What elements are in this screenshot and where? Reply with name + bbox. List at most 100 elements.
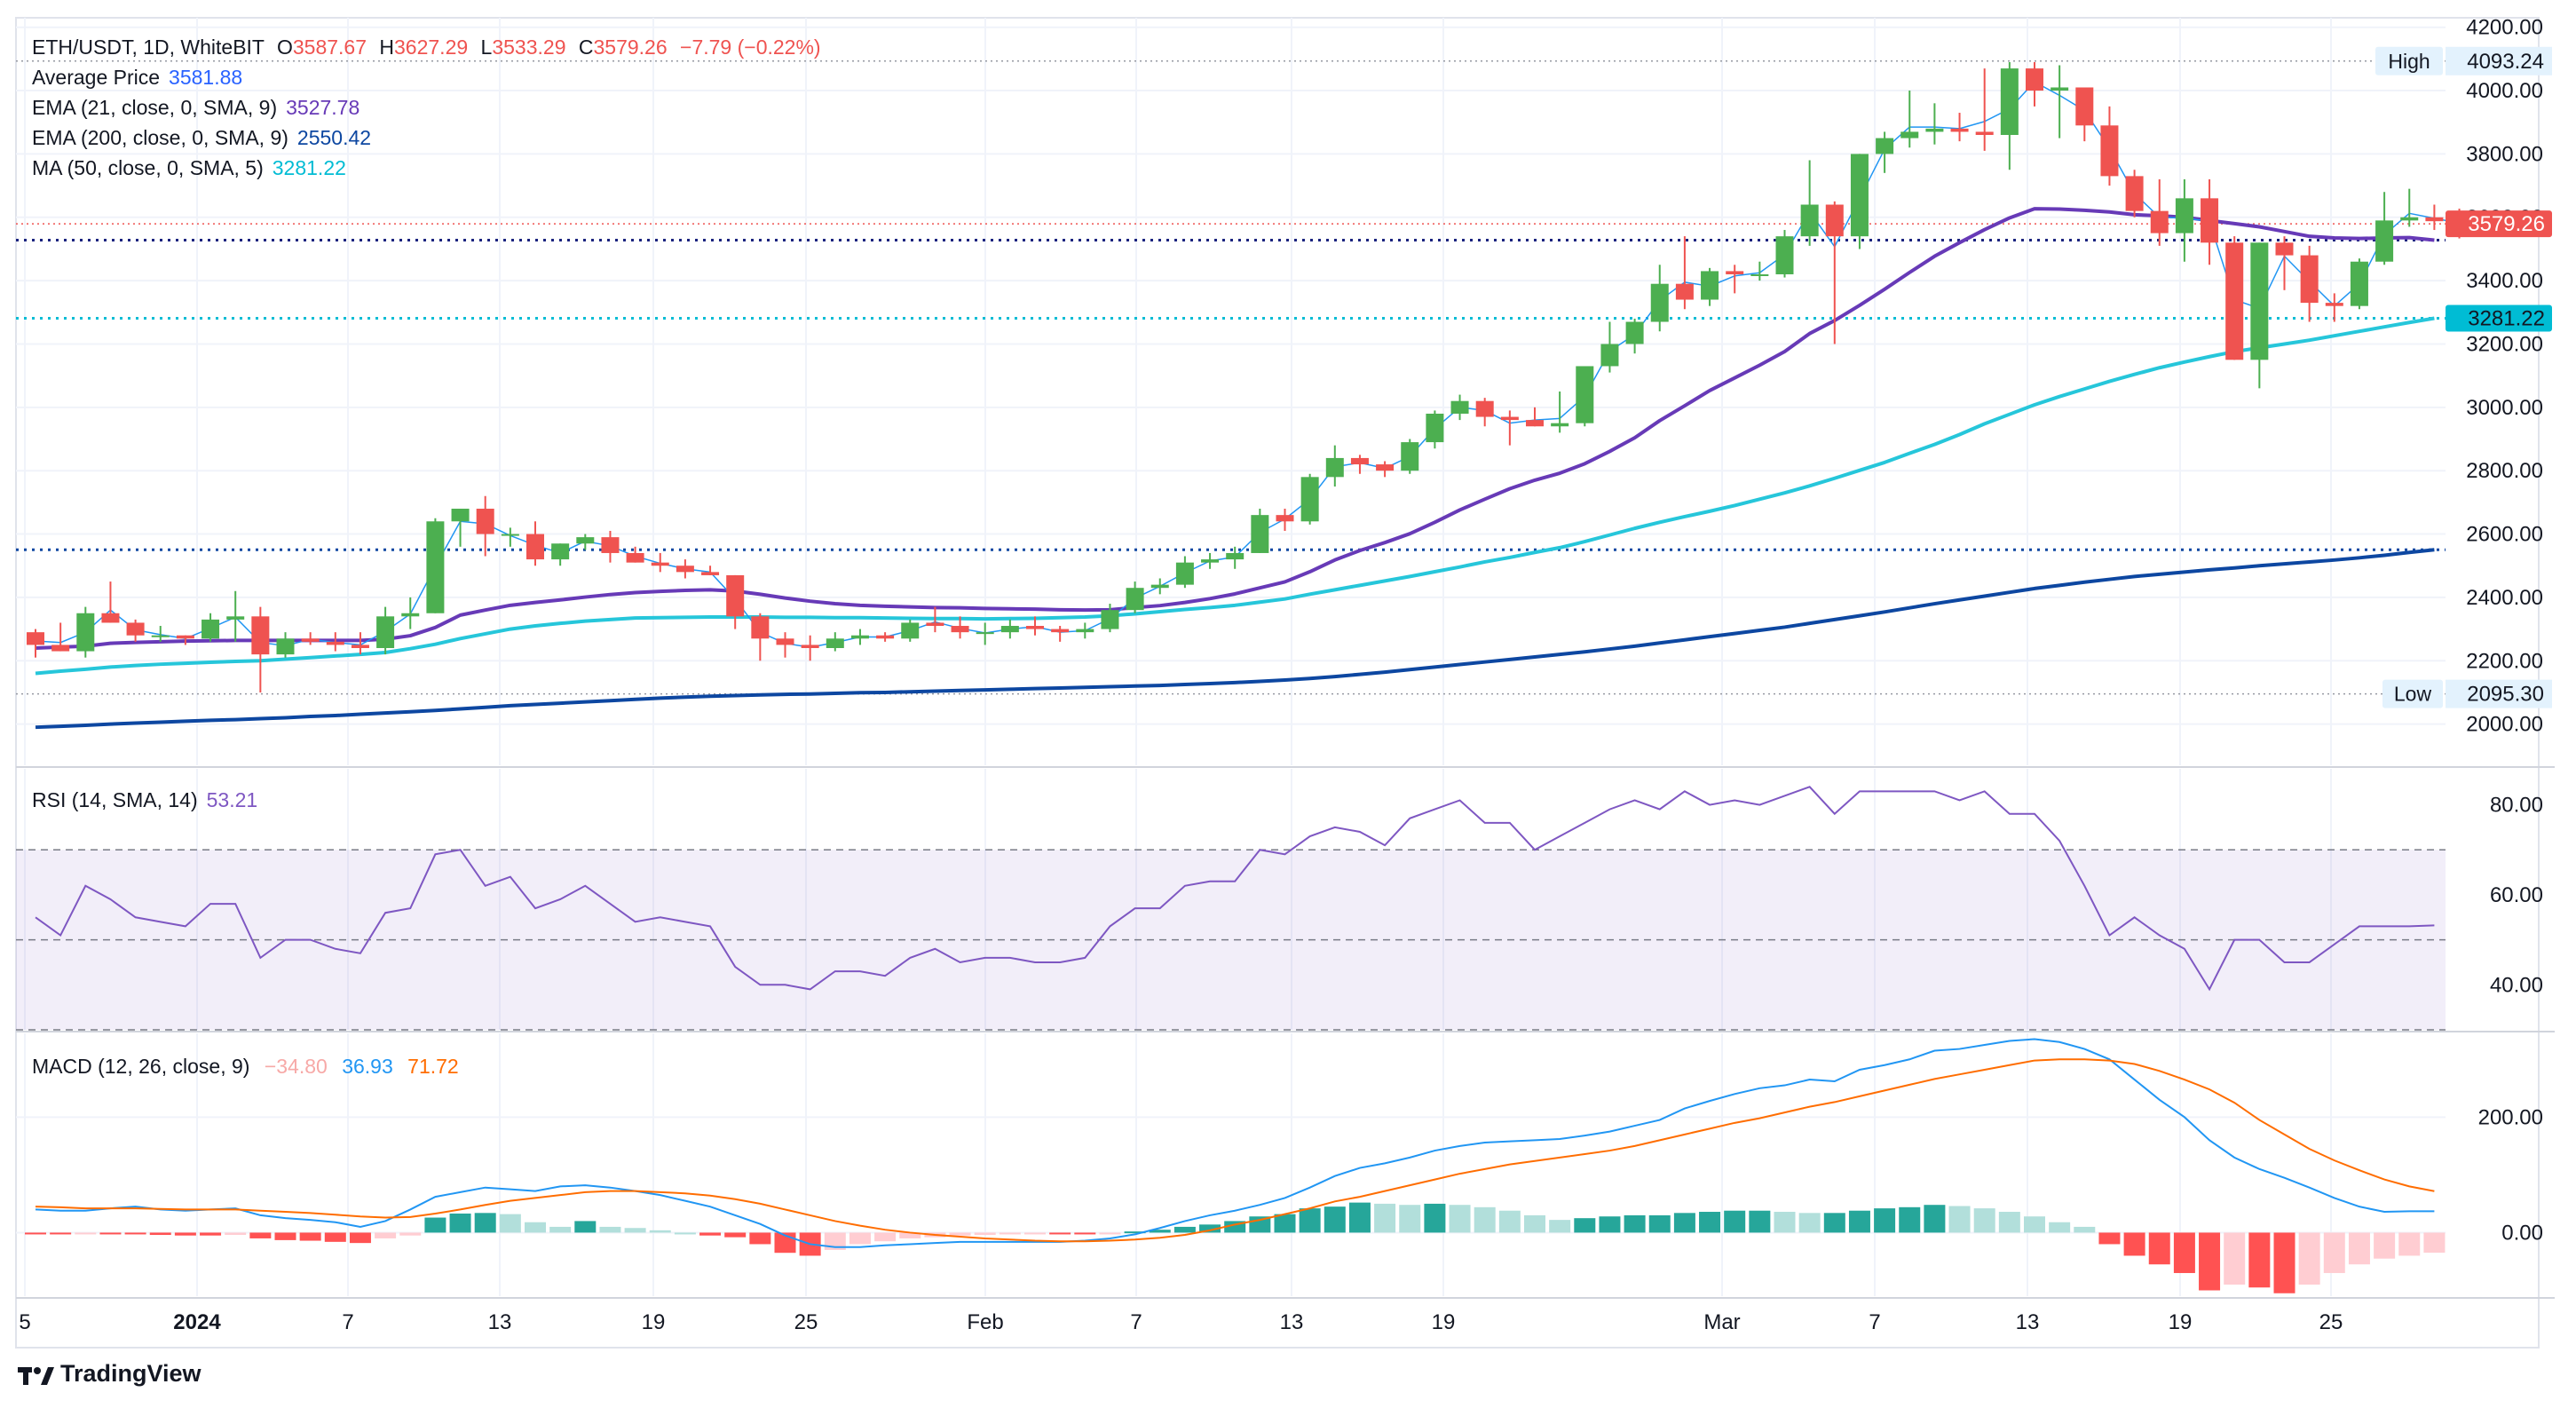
y-tick-label: 4000.00 bbox=[2466, 79, 2543, 103]
macd-histogram-bar bbox=[1848, 1210, 1870, 1233]
candle-body bbox=[176, 635, 194, 639]
macd-histogram-bar bbox=[2098, 1232, 2121, 1245]
rsi-legend[interactable]: RSI (14, SMA, 14) 53.21 bbox=[32, 785, 257, 815]
candle-body bbox=[1675, 283, 1694, 300]
candle-body bbox=[526, 534, 544, 560]
ma50-price-tag-text: 3281.22 bbox=[2468, 307, 2545, 331]
rsi-band bbox=[16, 850, 2446, 1030]
candle-body bbox=[126, 622, 145, 636]
candle-body bbox=[1775, 236, 1794, 274]
macd-histogram-bar bbox=[574, 1221, 597, 1233]
candle-body bbox=[2425, 217, 2444, 222]
macd-histogram-bar bbox=[599, 1226, 621, 1233]
macd-histogram-bar bbox=[1324, 1206, 1346, 1233]
macd-histogram-bar bbox=[2323, 1232, 2345, 1273]
macd-histogram-bar bbox=[1474, 1206, 1496, 1233]
candle-body bbox=[27, 632, 44, 645]
y-tick-label: 2800.00 bbox=[2466, 459, 2543, 483]
rsi-label: RSI (14, SMA, 14) bbox=[32, 788, 198, 811]
main-legend: ETH/USDT, 1D, WhiteBIT O3587.67 H3627.29… bbox=[32, 32, 821, 183]
high-marker-value-bg bbox=[2446, 46, 2552, 75]
high-marker: High 4093.24 bbox=[2375, 46, 2552, 75]
indicator-value: 3281.22 bbox=[272, 156, 346, 179]
macd-histogram-bar bbox=[874, 1232, 897, 1242]
low-marker-label-bg bbox=[2382, 679, 2443, 708]
candle-body bbox=[2225, 242, 2244, 360]
macd-histogram-bar bbox=[2148, 1232, 2170, 1265]
candle-body bbox=[351, 645, 369, 648]
candle-body bbox=[1475, 400, 1494, 417]
candle-body bbox=[226, 616, 245, 620]
candle-body bbox=[2125, 176, 2144, 211]
tradingview-logo[interactable]: TradingView bbox=[18, 1360, 201, 1388]
candle-body bbox=[1226, 552, 1245, 560]
macd-histogram-bar bbox=[749, 1232, 771, 1245]
x-tick-label: 7 bbox=[342, 1310, 353, 1334]
ma50-price-tag: 3281.22 bbox=[2446, 305, 2552, 332]
candle-body bbox=[876, 635, 895, 639]
macd-histogram-bar bbox=[1948, 1206, 1971, 1233]
indicator-ema200[interactable]: EMA (200, close, 0, SMA, 9) 2550.42 bbox=[32, 123, 821, 153]
candle-body bbox=[451, 509, 470, 522]
macd-legend[interactable]: MACD (12, 26, close, 9) −34.80 36.93 71.… bbox=[32, 1051, 459, 1081]
macd-histogram-bar bbox=[1498, 1210, 1521, 1233]
candle-body bbox=[1551, 423, 1569, 427]
macd-histogram-bar bbox=[149, 1232, 171, 1236]
x-tick-label: 13 bbox=[1280, 1310, 1304, 1334]
candle-body bbox=[1000, 626, 1019, 633]
macd-histogram-bar bbox=[124, 1232, 146, 1235]
macd-label: MACD (12, 26, close, 9) bbox=[32, 1055, 250, 1078]
macd-histogram-bar bbox=[424, 1217, 446, 1233]
candle-body bbox=[1276, 515, 1294, 522]
candle-body bbox=[276, 638, 295, 655]
macd-histogram-bar bbox=[1199, 1224, 1221, 1233]
indicator-value: 3527.78 bbox=[286, 96, 360, 119]
candle-body bbox=[51, 645, 70, 652]
candle-body bbox=[1376, 464, 1395, 471]
brand-name: TradingView bbox=[60, 1360, 201, 1387]
macd-histogram-bar bbox=[1648, 1214, 1671, 1233]
candle-body bbox=[1300, 477, 1319, 522]
indicator-label: MA (50, close, 0, SMA, 5) bbox=[32, 156, 264, 179]
candle-body bbox=[701, 572, 720, 575]
high-marker-value: 4093.24 bbox=[2467, 50, 2544, 74]
indicator-label: EMA (200, close, 0, SMA, 9) bbox=[32, 126, 288, 149]
candle-body bbox=[976, 632, 994, 635]
high-value: 3627.29 bbox=[394, 36, 469, 59]
candle-body bbox=[401, 613, 420, 617]
indicator-avg-price[interactable]: Average Price 3581.88 bbox=[32, 62, 821, 92]
macd-histogram-bar bbox=[2348, 1232, 2370, 1265]
candle-body bbox=[101, 613, 120, 623]
indicator-ma50[interactable]: MA (50, close, 0, SMA, 5) 3281.22 bbox=[32, 153, 821, 183]
macd-histogram-bar bbox=[375, 1232, 397, 1238]
macd-histogram-bar bbox=[949, 1232, 971, 1236]
candle-body bbox=[1825, 204, 1844, 237]
macd-histogram-bar bbox=[449, 1213, 471, 1233]
indicator-ema21[interactable]: EMA (21, close, 0, SMA, 9) 3527.78 bbox=[32, 92, 821, 123]
macd-histogram-bar bbox=[674, 1232, 696, 1235]
low-marker-value-bg bbox=[2446, 679, 2552, 708]
macd-histogram-bar bbox=[324, 1232, 346, 1242]
x-tick-label: Mar bbox=[1703, 1310, 1740, 1334]
candle-body bbox=[251, 616, 270, 655]
macd-histogram-bar bbox=[2199, 1232, 2221, 1291]
symbol-label[interactable]: ETH/USDT, 1D, WhiteBIT bbox=[32, 36, 265, 59]
candle-body bbox=[1051, 629, 1070, 633]
macd-histogram-bar bbox=[1973, 1208, 1995, 1233]
candle-body bbox=[326, 641, 344, 645]
x-tick-label: 19 bbox=[1432, 1310, 1456, 1334]
macd-histogram-bar bbox=[1449, 1205, 1471, 1233]
candle-body bbox=[2100, 125, 2119, 177]
macd-histogram-bar bbox=[2398, 1232, 2421, 1256]
macd-histogram-bar bbox=[200, 1232, 222, 1236]
indicator-value: 2550.42 bbox=[296, 126, 372, 149]
macd-histogram-bar bbox=[1823, 1213, 1845, 1233]
candle-body bbox=[1800, 204, 1819, 237]
candle-body bbox=[1325, 457, 1344, 478]
symbol-row: ETH/USDT, 1D, WhiteBIT O3587.67 H3627.29… bbox=[32, 32, 821, 62]
candle-body bbox=[1026, 626, 1044, 629]
macd-histogram-bar bbox=[1549, 1220, 1571, 1233]
y-tick-label: 2600.00 bbox=[2466, 523, 2543, 547]
open-label: O bbox=[276, 36, 293, 59]
